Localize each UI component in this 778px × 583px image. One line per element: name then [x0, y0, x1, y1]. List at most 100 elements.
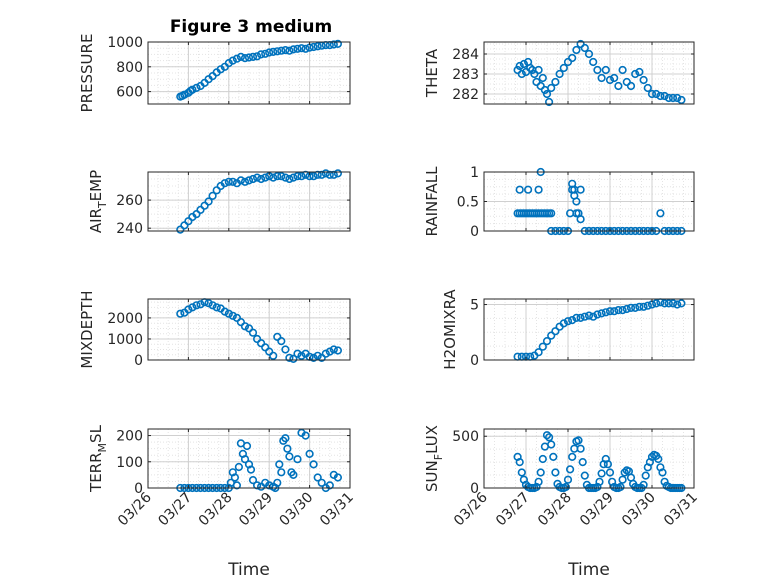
data-point	[248, 174, 258, 184]
data-point	[673, 300, 682, 309]
data-point	[269, 173, 278, 182]
data-point	[244, 53, 254, 62]
data-point	[236, 176, 245, 185]
axes-box	[147, 41, 351, 105]
data-point	[192, 210, 201, 219]
data-point	[257, 50, 266, 59]
data-point	[576, 444, 585, 453]
data-point	[668, 93, 678, 103]
y-tick-label: 0	[134, 353, 143, 369]
data-point	[622, 77, 631, 87]
y-tick-label: 282	[452, 87, 479, 103]
data-point	[313, 351, 322, 360]
data-point	[261, 173, 270, 182]
data-point	[635, 67, 644, 77]
x-axis-label: Time	[567, 560, 610, 580]
data-point	[188, 85, 197, 94]
data-point	[664, 299, 673, 308]
data-point	[273, 172, 282, 181]
data-point	[297, 351, 306, 360]
data-point	[563, 317, 573, 326]
data-point	[305, 449, 314, 459]
data-point	[547, 83, 556, 93]
data-point	[244, 176, 254, 185]
data-point	[536, 468, 545, 477]
data-point	[281, 45, 290, 55]
x-tick-label: 03/28	[535, 490, 575, 530]
data-point	[584, 311, 594, 320]
data-point	[289, 45, 298, 54]
data-point	[559, 63, 568, 73]
data-point	[658, 468, 667, 477]
y-tick-label: 100	[116, 455, 143, 471]
data-point	[515, 185, 524, 194]
data-point	[289, 470, 298, 480]
data-point	[631, 303, 640, 313]
data-point	[208, 301, 217, 310]
data-point	[547, 440, 556, 449]
data-point	[580, 471, 589, 480]
data-point	[176, 309, 185, 318]
data-point	[248, 52, 258, 62]
data-point	[329, 40, 338, 49]
y-tick-label: 284	[452, 47, 479, 63]
data-point	[196, 205, 205, 214]
data-point	[601, 308, 610, 317]
data-point	[647, 89, 657, 99]
data-point	[281, 173, 290, 182]
data-point	[572, 313, 581, 323]
data-point	[620, 468, 629, 477]
data-point	[228, 56, 237, 65]
data-point	[652, 299, 661, 308]
data-point	[574, 436, 583, 445]
data-point	[277, 172, 286, 181]
data-point	[204, 299, 213, 308]
data-point	[180, 90, 189, 99]
data-point	[333, 169, 343, 178]
data-point	[261, 49, 270, 58]
data-point	[515, 61, 524, 71]
data-point	[301, 44, 310, 53]
data-point	[589, 312, 598, 321]
data-point	[616, 482, 625, 492]
data-point	[281, 345, 290, 354]
data-point	[196, 300, 205, 309]
data-point	[289, 354, 298, 364]
data-point	[673, 93, 682, 103]
data-point	[576, 185, 585, 194]
data-point	[293, 44, 302, 53]
data-point	[597, 469, 606, 478]
data-point	[188, 303, 197, 312]
data-point	[589, 57, 598, 67]
data-point	[244, 324, 254, 333]
data-point	[246, 465, 256, 474]
data-point	[321, 349, 330, 358]
y-axis-label: TERRMSL	[87, 424, 109, 493]
data-point	[614, 81, 623, 91]
data-point	[253, 52, 262, 61]
data-point	[289, 173, 298, 182]
y-tick-label: 0	[470, 481, 479, 497]
data-point	[580, 312, 589, 321]
data-point	[652, 89, 661, 99]
data-point	[656, 209, 665, 218]
data-point	[265, 48, 274, 57]
data-point	[176, 225, 185, 234]
data-point	[534, 185, 543, 194]
data-point	[285, 174, 294, 184]
y-tick-label: 800	[116, 60, 143, 76]
y-tick-label: 200	[116, 429, 143, 445]
x-tick-label: 03/30	[619, 490, 659, 530]
data-point	[563, 475, 573, 484]
data-point	[283, 444, 292, 453]
axes-box	[147, 298, 351, 361]
data-point	[515, 458, 524, 467]
y-tick-label: 240	[116, 221, 143, 237]
data-point	[654, 454, 663, 464]
data-point	[285, 46, 294, 55]
data-point	[593, 65, 602, 75]
data-point	[257, 174, 266, 184]
axes-box	[483, 41, 695, 105]
data-point	[204, 197, 213, 206]
data-point	[269, 351, 278, 360]
